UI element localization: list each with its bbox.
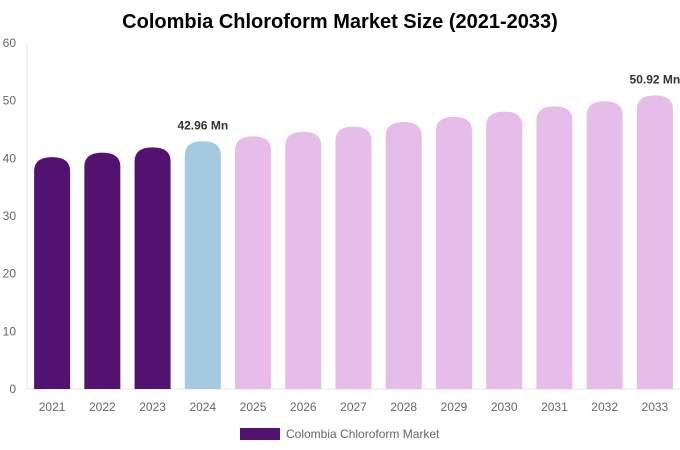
bars [34,95,673,390]
x-tick-label: 2021 [39,400,66,414]
bar-2029[interactable] [435,116,472,390]
x-tick-label: 2026 [290,400,317,414]
x-tick-label: 2023 [139,400,166,414]
bar-2027[interactable] [335,126,372,389]
bar-2024[interactable] [184,141,221,389]
x-tick-label: 2033 [642,400,669,414]
legend-swatch [240,428,280,440]
y-tick-label: 50 [3,94,17,108]
y-tick-label: 0 [9,382,16,396]
bar-2025[interactable] [235,136,272,389]
y-tick-label: 30 [3,209,17,223]
x-tick-label: 2028 [390,400,417,414]
x-tick-label: 2031 [541,400,568,414]
y-tick-label: 40 [3,151,17,165]
x-tick-label: 2032 [591,400,618,414]
bar-2032[interactable] [586,101,623,389]
bar-2026[interactable] [285,131,322,389]
bar-2033[interactable] [636,95,673,390]
bar-2022[interactable] [84,152,121,389]
data-labels: 42.96 Mn 50.92 Mn [177,72,680,132]
x-tick-label: 2024 [189,400,216,414]
data-label-2033: 50.92 Mn [630,72,680,86]
bar-2030[interactable] [486,111,523,389]
legend-label: Colombia Chloroform Market [286,427,440,441]
x-tick-label: 2022 [89,400,116,414]
y-tick-label: 60 [3,36,17,50]
x-axis: 2021 2022 2023 2024 2025 2026 2027 2028 2029 2030… [39,400,669,414]
bar-2031[interactable] [536,106,573,389]
y-tick-label: 10 [3,324,17,338]
x-tick-label: 2027 [340,400,367,414]
x-tick-label: 2029 [441,400,468,414]
x-tick-label: 2030 [491,400,518,414]
chart-title: Colombia Chloroform Market Size (2021-20… [122,11,558,33]
bar-2023[interactable] [134,147,171,389]
legend[interactable]: Colombia Chloroform Market [240,427,440,441]
bar-2028[interactable] [385,122,422,390]
y-tick-label: 20 [3,267,17,281]
x-tick-label: 2025 [240,400,267,414]
data-label-2024: 42.96 Mn [177,118,228,132]
bar-2021[interactable] [34,157,71,389]
